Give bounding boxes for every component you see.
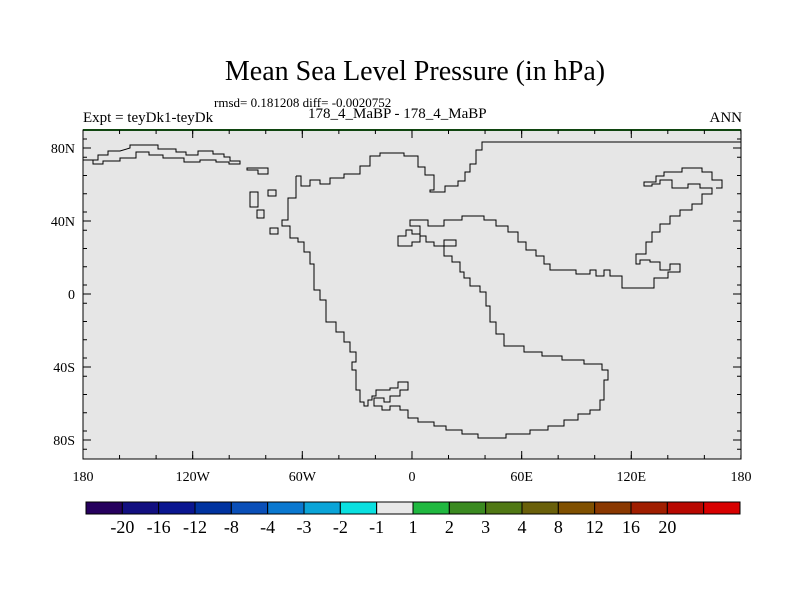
lon-tick-label: 60E xyxy=(510,470,533,485)
colorbar-label: 2 xyxy=(445,517,454,537)
colorbar-box xyxy=(194,501,232,515)
colorbar-box xyxy=(376,501,414,515)
map-background xyxy=(83,130,741,459)
colorbar-label: -3 xyxy=(297,517,312,537)
colorbar-label: 16 xyxy=(622,517,640,537)
lon-tick-label: 120E xyxy=(617,470,647,485)
coastline-small-island-1 xyxy=(246,167,269,175)
colorbar-label: -20 xyxy=(110,517,134,537)
coastline-americas-west xyxy=(281,167,723,439)
colorbar-box xyxy=(339,501,378,515)
comparison-label: 178_4_MaBP - 178_4_MaBP xyxy=(308,106,487,122)
colorbar-box xyxy=(703,501,741,515)
colorbar-label: -4 xyxy=(260,517,275,537)
map-title: Mean Sea Level Pressure (in hPa) xyxy=(224,56,606,87)
latitude-ticks: 80N 40N 0 40S 80S xyxy=(51,138,741,450)
lon-tick-label: 120W xyxy=(176,470,211,485)
season-label: ANN xyxy=(709,110,743,126)
colorbar-label: 3 xyxy=(481,517,490,537)
colorbar-box xyxy=(521,501,559,515)
lon-tick-label: 180 xyxy=(731,470,752,485)
rmsd-diff-stats: rmsd= 0.181208 diff= -0.0020752 xyxy=(214,95,392,110)
lon-tick-label: 0 xyxy=(409,470,416,485)
colorbar-box xyxy=(230,501,269,515)
colorbar-label: -1 xyxy=(369,517,384,537)
longitude-ticks: 180 120W 60W 0 60E 120E 180 xyxy=(73,130,752,485)
colorbar-label: -8 xyxy=(224,517,239,537)
colorbar-label: -2 xyxy=(333,517,348,537)
colorbar-box xyxy=(85,501,123,515)
coastline-small-island-5 xyxy=(269,227,279,235)
coastline-small-island-4 xyxy=(267,189,277,197)
colorbar-label: 12 xyxy=(586,517,604,537)
lat-tick-label: 40N xyxy=(51,215,75,230)
coastline-north-america xyxy=(83,144,241,165)
colorbar-label: -12 xyxy=(183,517,207,537)
colorbar-box xyxy=(267,501,305,515)
colorbar-label: -16 xyxy=(147,517,171,537)
lat-tick-label: 80S xyxy=(53,434,75,449)
colorbar-box xyxy=(448,501,487,515)
lon-tick-label: 180 xyxy=(73,470,94,485)
colorbar-box xyxy=(158,501,196,515)
colorbar-label: 20 xyxy=(658,517,676,537)
colorbar-box xyxy=(666,501,705,515)
colorbar-box xyxy=(485,501,523,515)
coastline-small-island-2 xyxy=(249,191,259,208)
colorbar-boxes xyxy=(85,501,741,515)
colorbar-box xyxy=(412,501,450,515)
lon-tick-label: 60W xyxy=(289,470,317,485)
colorbar-labels: -20 -16 -12 -8 -4 -3 -2 -1 1 2 3 4 8 12 16 20 xyxy=(110,517,676,537)
lat-tick-label: 40S xyxy=(53,361,75,376)
colorbar-box xyxy=(594,501,632,515)
coastline-lake xyxy=(443,239,457,247)
colorbar-box xyxy=(121,501,160,515)
coastline-small-island-3 xyxy=(256,209,265,219)
colorbar-label: 1 xyxy=(409,517,418,537)
experiment-label: Expt = teyDk1-teyDk xyxy=(83,110,214,126)
lat-tick-label: 80N xyxy=(51,142,75,157)
lat-tick-label: 0 xyxy=(68,288,75,303)
colorbar-box xyxy=(557,501,596,515)
colorbar-box xyxy=(303,501,341,515)
colorbar-label: 8 xyxy=(554,517,563,537)
colorbar-label: 4 xyxy=(518,517,527,537)
coastline-inland-sea xyxy=(397,229,421,247)
colorbar-box xyxy=(630,501,668,515)
